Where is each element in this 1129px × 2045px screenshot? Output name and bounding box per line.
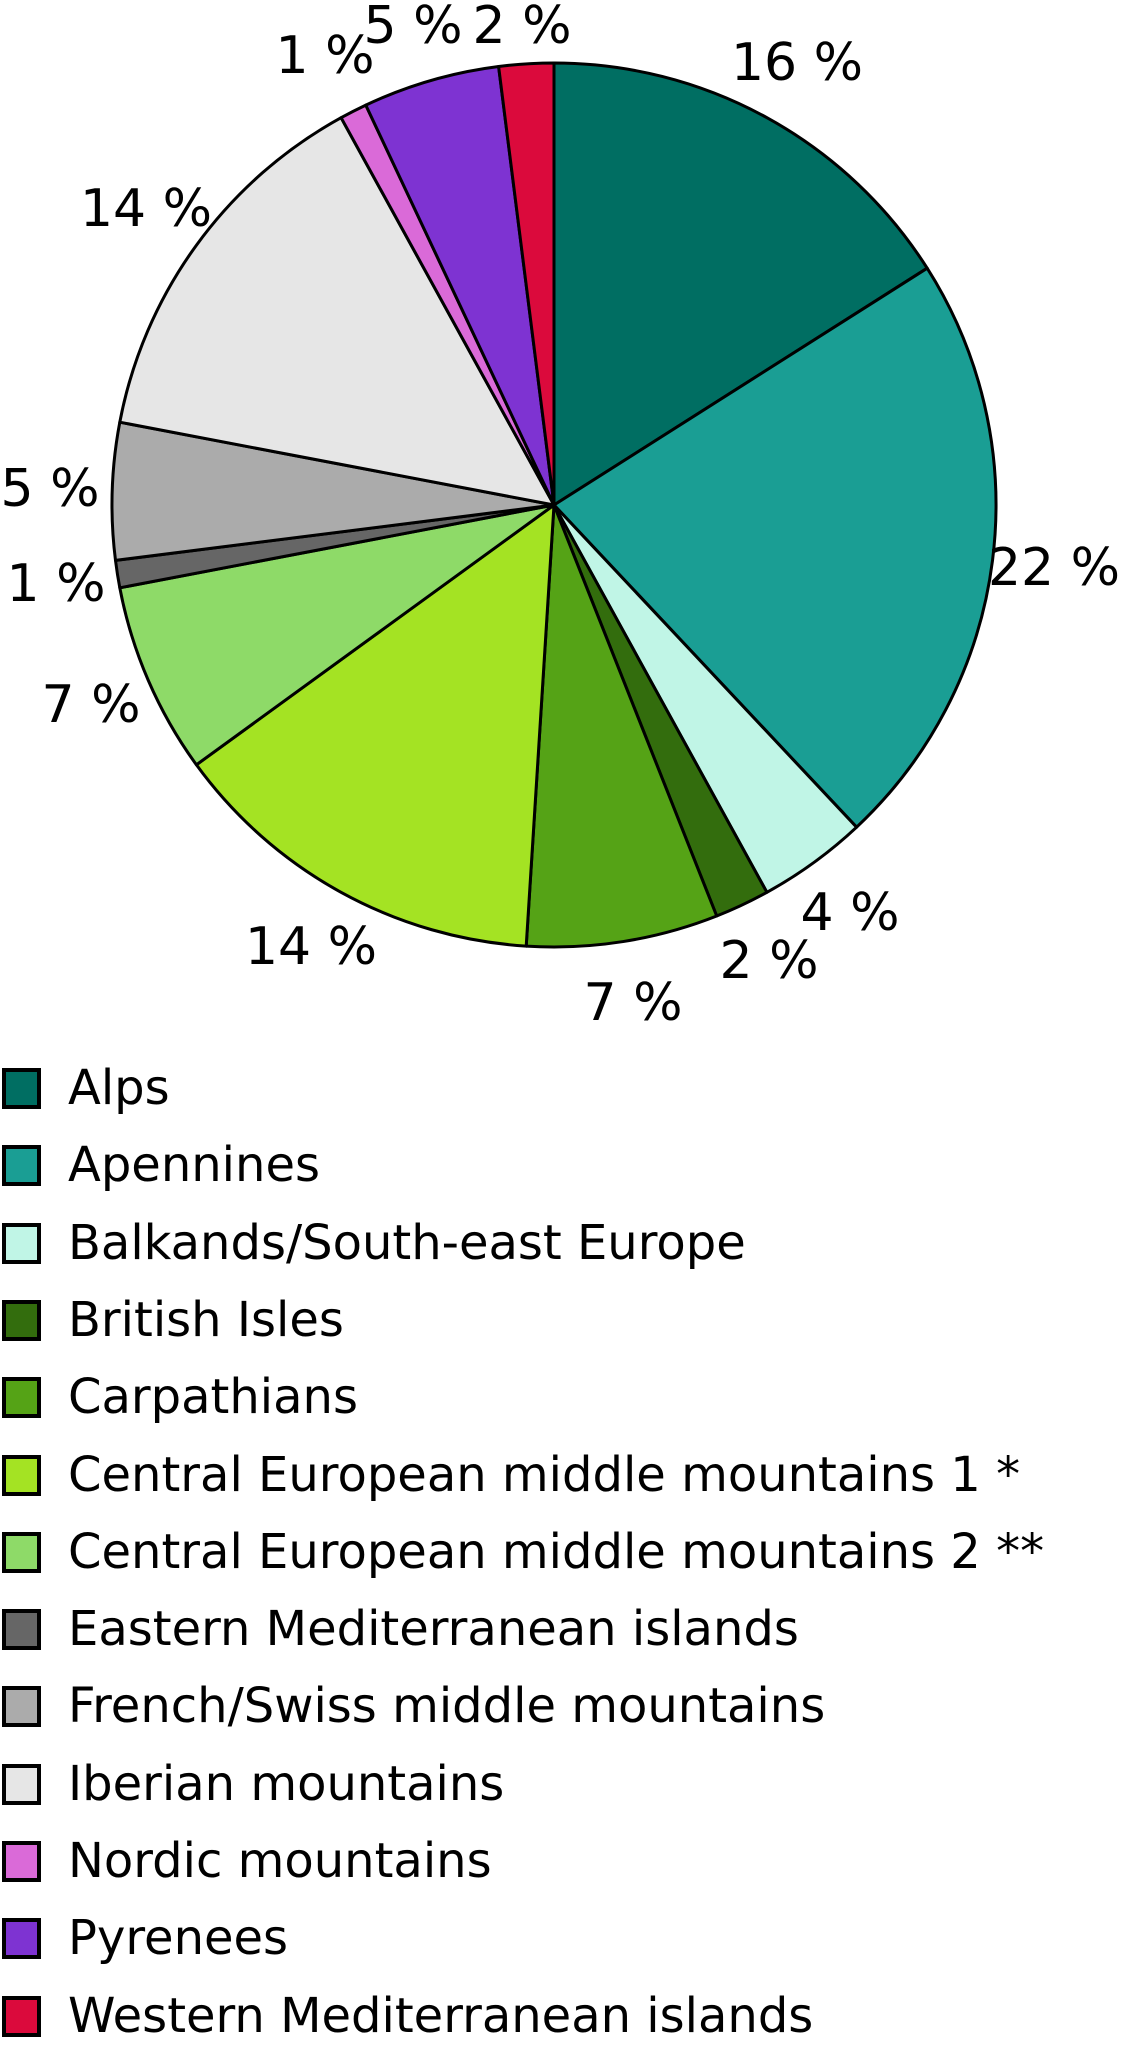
legend-swatch-french-swiss-middle-mountains bbox=[2, 1685, 41, 1727]
pie-slice-carpathians bbox=[524, 503, 719, 949]
slice-value-label-apennines: 22 % bbox=[988, 538, 1120, 598]
legend-item-pyrenees: Pyrenees bbox=[2, 1910, 289, 1966]
slice-value-label-central-european-middle-mountains-2: 7 % bbox=[41, 675, 140, 735]
legend-swatch-balkands-south-east-europe bbox=[2, 1222, 41, 1264]
pie-slice-iberian-mountains bbox=[118, 116, 556, 507]
legend-label-western-mediterranean-islands: Western Mediterranean islands bbox=[68, 1988, 814, 2044]
legend-item-iberian-mountains: Iberian mountains bbox=[2, 1756, 505, 1812]
legend-swatch-british-isles bbox=[2, 1299, 41, 1341]
legend-label-balkands-south-east-europe: Balkands/South-east Europe bbox=[68, 1215, 746, 1271]
legend-item-carpathians: Carpathians bbox=[2, 1369, 358, 1425]
slice-value-label-carpathians: 7 % bbox=[583, 973, 682, 1033]
legend-item-central-european-middle-mountains-2: Central European middle mountains 2 ** bbox=[2, 1524, 1045, 1580]
slice-value-label-iberian-mountains: 14 % bbox=[80, 179, 212, 239]
legend-swatch-eastern-mediterranean-islands bbox=[2, 1608, 41, 1650]
legend-label-central-european-middle-mountains-1: Central European middle mountains 1 * bbox=[68, 1447, 1021, 1503]
legend-label-eastern-mediterranean-islands: Eastern Mediterranean islands bbox=[68, 1601, 799, 1657]
legend-label-iberian-mountains: Iberian mountains bbox=[68, 1756, 505, 1812]
legend-swatch-alps bbox=[2, 1067, 41, 1109]
legend-item-alps: Alps bbox=[2, 1060, 170, 1116]
legend-item-central-european-middle-mountains-1: Central European middle mountains 1 * bbox=[2, 1447, 1021, 1503]
legend-label-french-swiss-middle-mountains: French/Swiss middle mountains bbox=[68, 1678, 826, 1734]
legend-swatch-western-mediterranean-islands bbox=[2, 1995, 41, 2037]
pie-slice-apennines bbox=[552, 266, 998, 829]
pie-slice-western-mediterranean-islands bbox=[497, 61, 556, 507]
legend-swatch-iberian-mountains bbox=[2, 1763, 41, 1805]
legend-item-eastern-mediterranean-islands: Eastern Mediterranean islands bbox=[2, 1601, 799, 1657]
legend-swatch-nordic-mountains bbox=[2, 1840, 41, 1882]
legend-label-carpathians: Carpathians bbox=[68, 1369, 358, 1425]
legend-label-british-isles: British Isles bbox=[68, 1292, 344, 1348]
slice-value-label-eastern-mediterranean-islands: 1 % bbox=[6, 554, 105, 614]
legend-label-pyrenees: Pyrenees bbox=[68, 1910, 289, 1966]
slice-value-label-pyrenees: 5 % bbox=[363, 0, 462, 56]
legend-swatch-carpathians bbox=[2, 1376, 41, 1418]
legend-item-balkands-south-east-europe: Balkands/South-east Europe bbox=[2, 1215, 746, 1271]
legend-item-british-isles: British Isles bbox=[2, 1292, 344, 1348]
legend-swatch-pyrenees bbox=[2, 1917, 41, 1959]
slice-value-label-nordic-mountains: 1 % bbox=[275, 26, 374, 86]
pie-slice-alps bbox=[552, 61, 929, 507]
legend-swatch-central-european-middle-mountains-2 bbox=[2, 1531, 41, 1573]
legend-label-central-european-middle-mountains-2: Central European middle mountains 2 ** bbox=[68, 1524, 1045, 1580]
legend-item-apennines: Apennines bbox=[2, 1137, 320, 1193]
legend-swatch-central-european-middle-mountains-1 bbox=[2, 1454, 41, 1496]
legend-item-nordic-mountains: Nordic mountains bbox=[2, 1833, 492, 1889]
slice-value-label-french-swiss-middle-mountains: 5 % bbox=[0, 459, 99, 519]
legend-label-alps: Alps bbox=[68, 1060, 170, 1116]
slice-value-label-alps: 16 % bbox=[731, 33, 863, 93]
slice-value-label-central-european-middle-mountains-1: 14 % bbox=[245, 917, 377, 977]
legend-swatch-apennines bbox=[2, 1144, 41, 1186]
slice-value-label-western-mediterranean-islands: 2 % bbox=[472, 0, 571, 56]
slice-value-label-british-isles: 2 % bbox=[719, 931, 818, 991]
legend-item-western-mediterranean-islands: Western Mediterranean islands bbox=[2, 1988, 814, 2044]
legend-item-french-swiss-middle-mountains: French/Swiss middle mountains bbox=[2, 1678, 826, 1734]
legend-label-apennines: Apennines bbox=[68, 1137, 320, 1193]
slice-value-label-balkands-south-east-europe: 4 % bbox=[800, 883, 899, 943]
pie-slice-central-european-middle-mountains-1 bbox=[194, 503, 556, 948]
pie-slice-central-european-middle-mountains-2 bbox=[118, 503, 556, 767]
legend-label-nordic-mountains: Nordic mountains bbox=[68, 1833, 492, 1889]
pie-chart: 16 %22 %4 %2 %7 %14 %7 %1 %5 %14 %1 %5 %… bbox=[0, 0, 1120, 1033]
